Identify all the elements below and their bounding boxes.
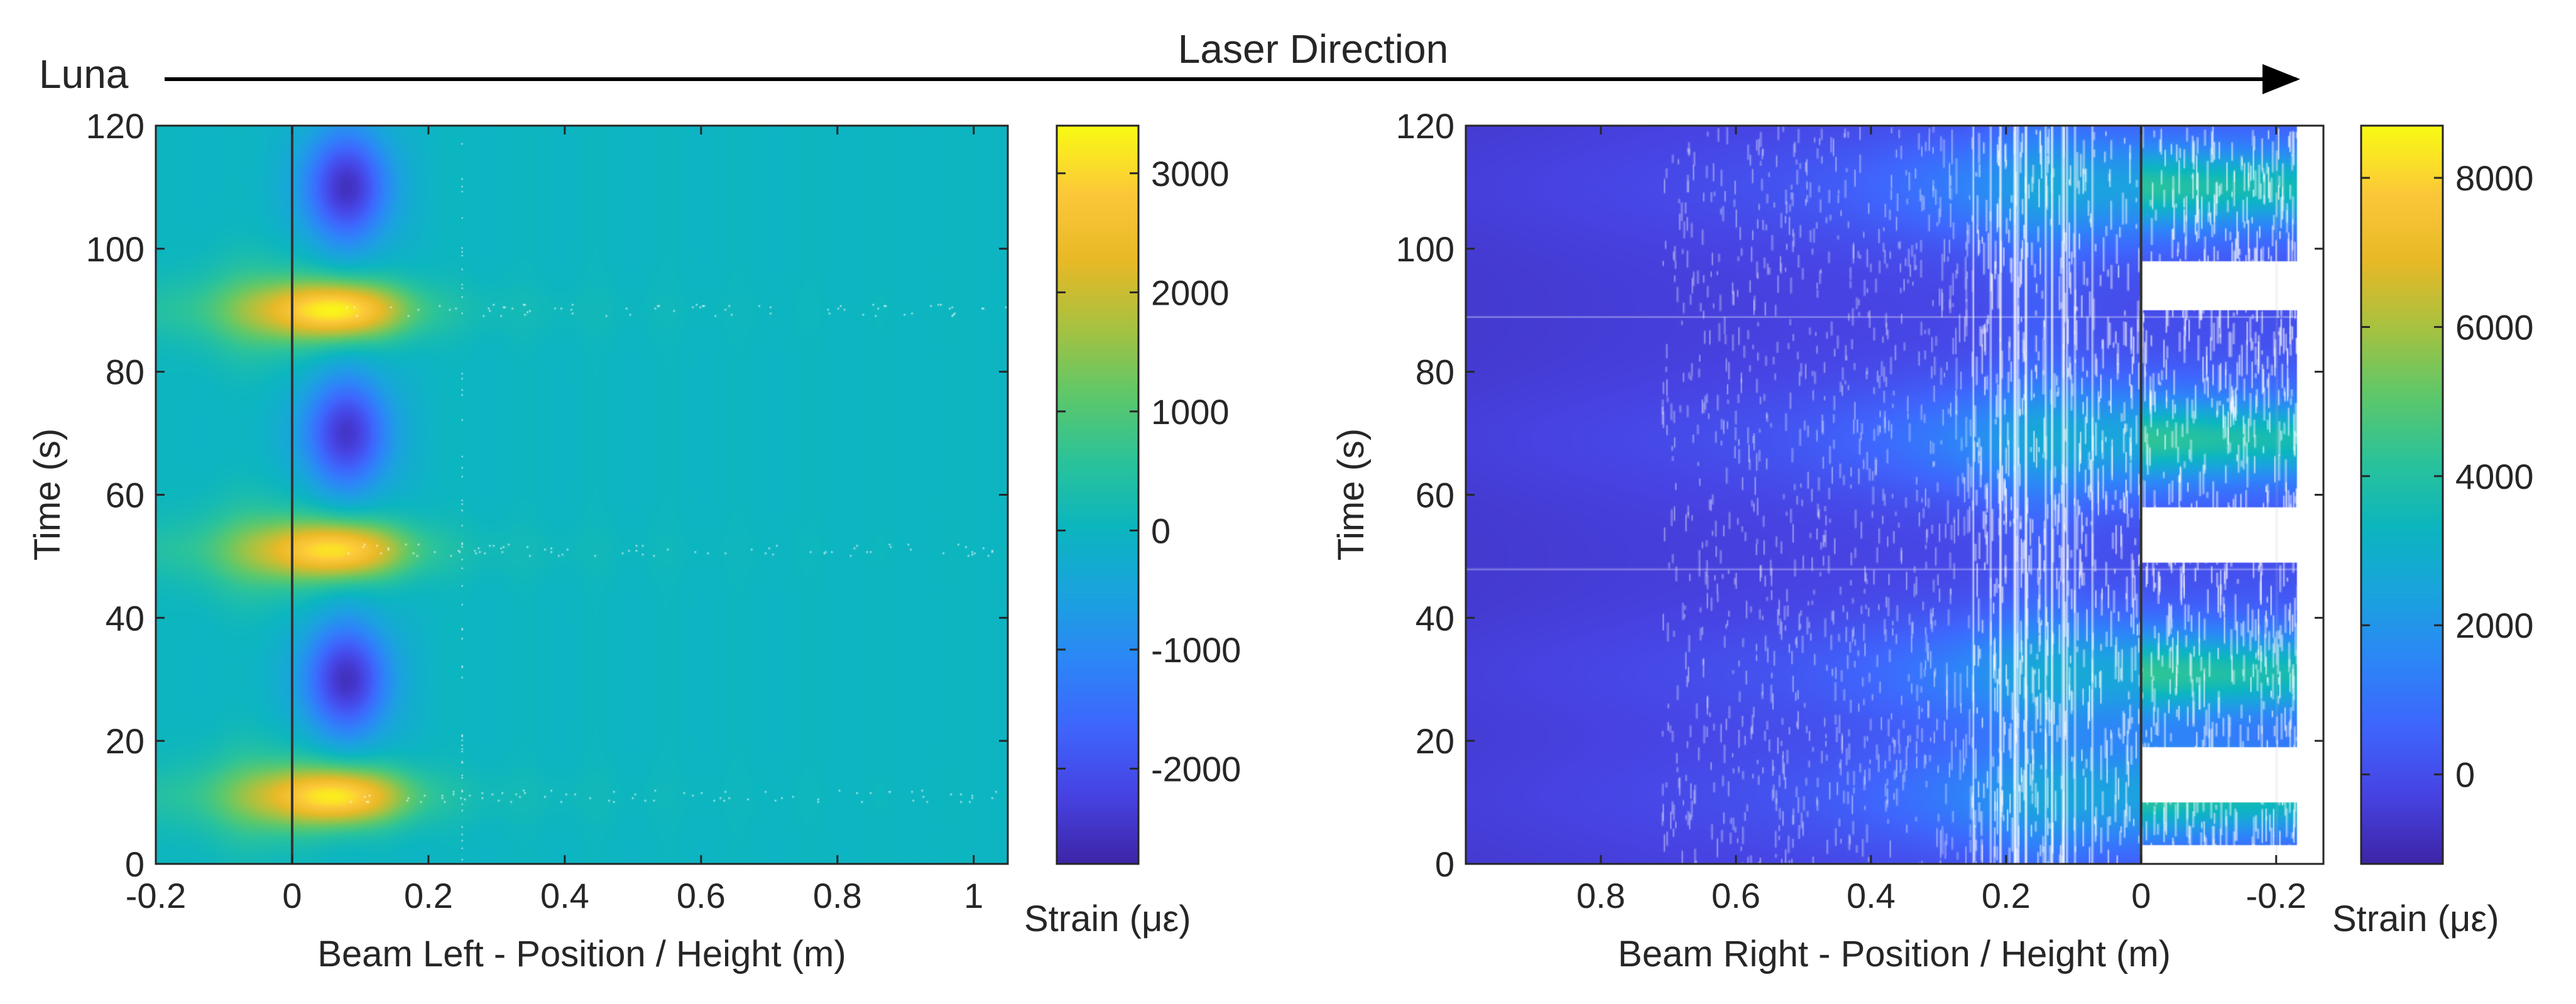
left-y-tick-label: 60 [106, 476, 145, 515]
right-x-tick-label: 0.8 [1576, 876, 1625, 915]
left-y-tick-label: 40 [106, 598, 145, 638]
right-y-tick-label: 100 [1396, 229, 1454, 269]
left-x-ticks: -0.2 0 0.2 0.4 0.6 0.8 1 [126, 126, 983, 915]
right-y-tick-label: 20 [1416, 721, 1454, 761]
left-y-tick-label: 80 [106, 352, 145, 392]
right-colorbar-frame [2360, 124, 2444, 865]
left-x-tick-label: 0.4 [540, 876, 589, 915]
left-x-tick-label: 0.2 [404, 876, 453, 915]
right-colorbar-tick-label: 2000 [2455, 606, 2534, 645]
left-y-tick-label: 20 [106, 721, 145, 761]
left-colorbar-tick-label: -1000 [1151, 630, 1241, 670]
left-colorbar-image [1057, 126, 1138, 864]
right-y-tick-label: 40 [1416, 598, 1454, 638]
right-x-tick-label: 0.6 [1711, 876, 1760, 915]
left-colorbar-ticks: -2000 -1000 0 1000 2000 3000 [1057, 154, 1241, 788]
right-x-tick-label: 0.4 [1847, 876, 1896, 915]
right-heatmap-image [1466, 126, 2323, 864]
right-chart: 0.8 0.6 0.4 0.2 0 -0.2 0 20 40 60 80 100 120 Beam R… [1331, 106, 2534, 974]
right-colorbar-ticks: 0 2000 4000 6000 8000 [2361, 158, 2534, 795]
right-colorbar-image [2361, 126, 2443, 864]
right-colorbar-label: Strain (με) [2332, 898, 2499, 939]
right-x-tick-label: 0.2 [1982, 876, 2031, 915]
left-colorbar-frame [1056, 124, 1140, 865]
right-y-tick-label: 60 [1416, 476, 1454, 515]
right-x-tick-label: 0 [2131, 876, 2151, 915]
left-y-tick-label: 100 [86, 229, 145, 269]
right-y-ticks: 0 20 40 60 80 100 120 [1396, 106, 2323, 884]
left-colorbar-tick-label: 2000 [1151, 273, 1230, 312]
laser-direction-label: Laser Direction [1178, 26, 1448, 72]
left-colorbar-tick-label: 1000 [1151, 392, 1230, 432]
right-colorbar-tick-label: 6000 [2455, 307, 2534, 347]
left-y-axis-label: Time (s) [27, 428, 68, 560]
left-x-tick-label: 0 [282, 876, 302, 915]
left-colorbar-label: Strain (με) [1024, 898, 1191, 939]
left-x-tick-label: 1 [964, 876, 983, 915]
right-colorbar-tick-label: 0 [2455, 755, 2475, 795]
left-x-tick-label: 0.6 [677, 876, 726, 915]
luna-label: Luna [39, 52, 129, 97]
left-x-tick-label: -0.2 [126, 876, 187, 915]
right-y-axis-label: Time (s) [1331, 428, 1372, 560]
right-y-tick-label: 120 [1396, 106, 1454, 146]
left-y-tick-label: 120 [86, 106, 145, 146]
left-x-axis-label: Beam Left - Position / Height (m) [317, 934, 846, 974]
right-colorbar-tick-label: 4000 [2455, 457, 2534, 496]
right-x-axis-label: Beam Right - Position / Height (m) [1618, 934, 2171, 974]
right-x-tick-label: -0.2 [2246, 876, 2307, 915]
right-y-tick-label: 80 [1416, 352, 1454, 392]
left-y-tick-label: 0 [125, 844, 145, 884]
left-colorbar-tick-label: 0 [1151, 511, 1171, 550]
right-x-ticks: 0.8 0.6 0.4 0.2 0 -0.2 [1576, 126, 2306, 915]
right-colorbar-tick-label: 8000 [2455, 158, 2534, 198]
left-heatmap-image [156, 126, 1008, 864]
left-x-tick-label: 0.8 [813, 876, 862, 915]
left-colorbar-tick-label: -2000 [1151, 749, 1241, 788]
left-y-ticks: 0 20 40 60 80 100 120 [86, 106, 1008, 884]
left-colorbar-tick-label: 3000 [1151, 154, 1230, 194]
right-y-tick-label: 0 [1435, 844, 1454, 884]
